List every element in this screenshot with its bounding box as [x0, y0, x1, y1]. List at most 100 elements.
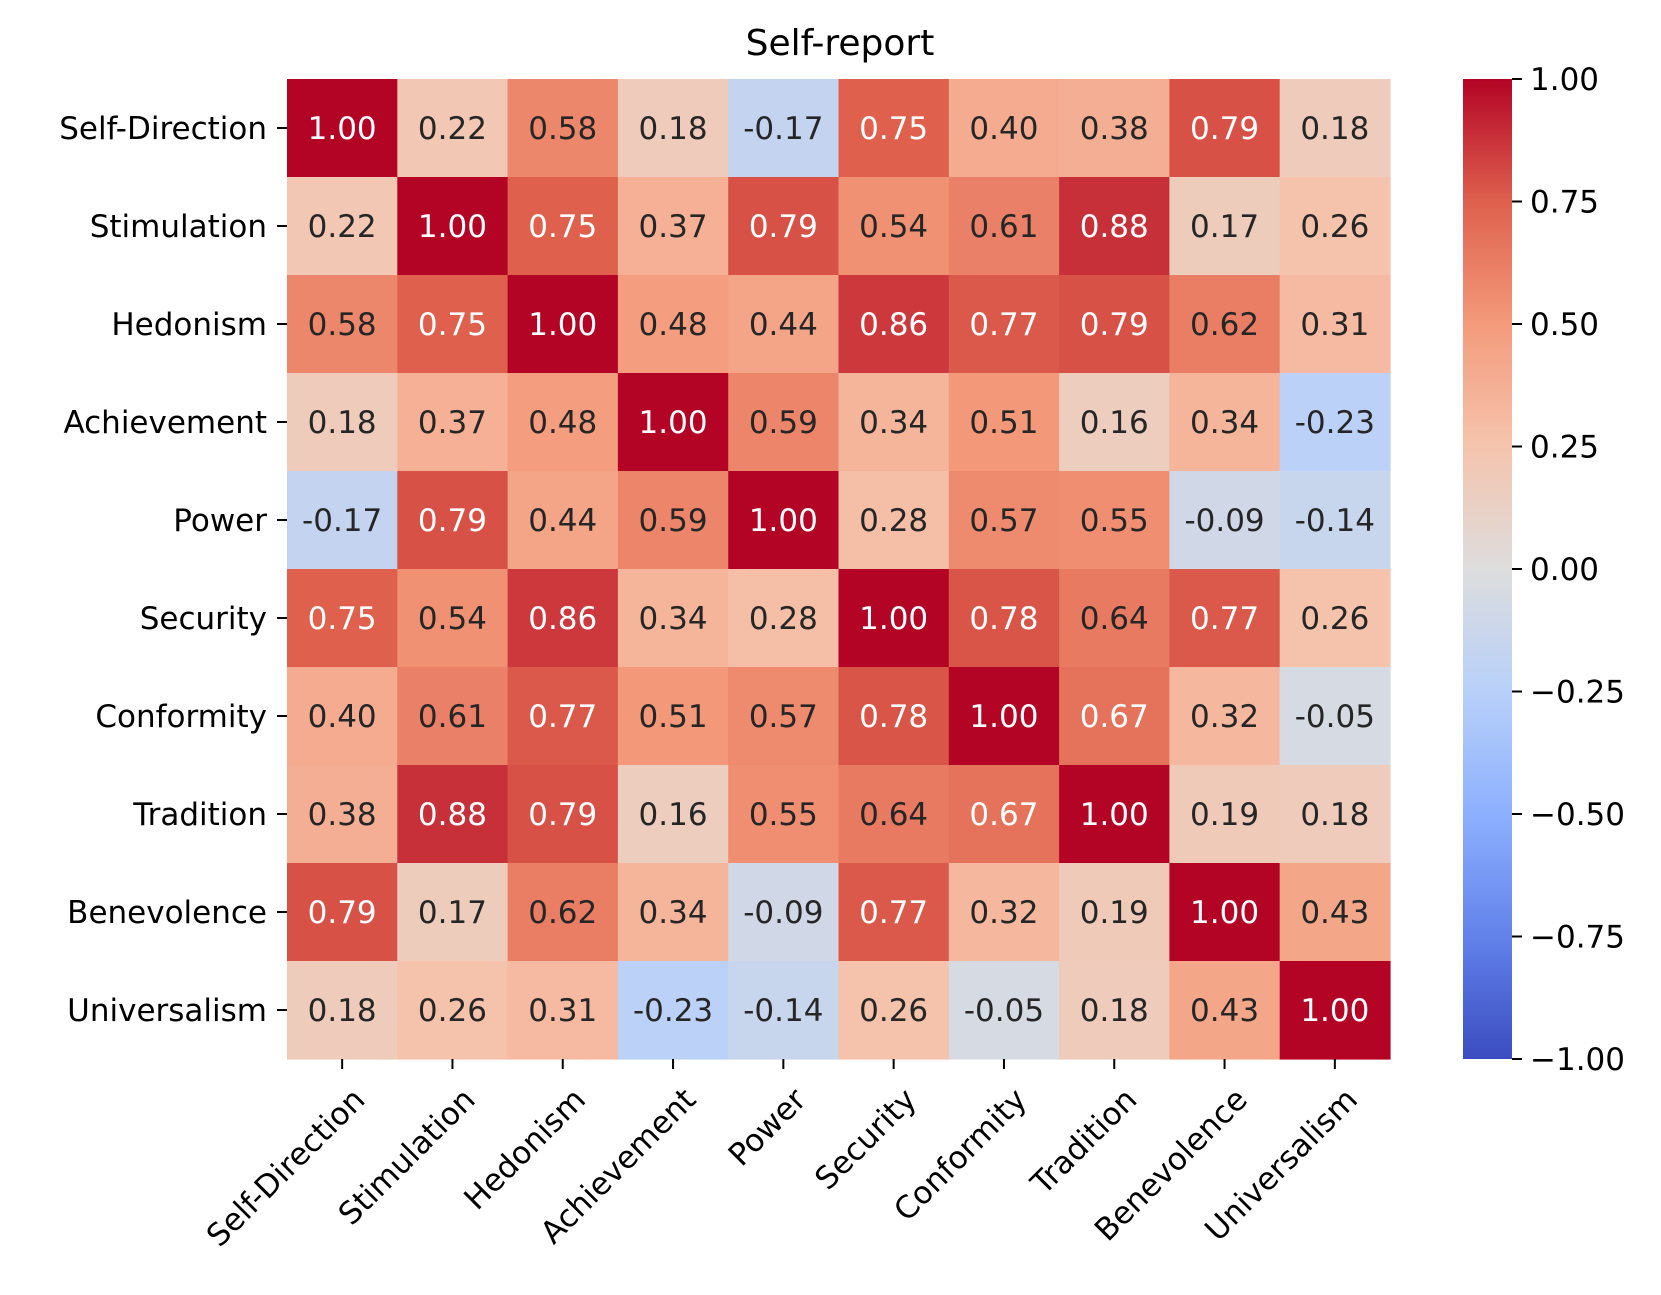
cell-annotation: 0.61 — [418, 699, 487, 735]
y-tick-label: Hedonism — [111, 307, 267, 343]
cell-annotation: -0.17 — [743, 111, 823, 147]
heatmap-cell — [728, 569, 840, 668]
heatmap-cell — [287, 667, 398, 766]
y-axis-labels: Self-Direction Stimulation Hedonism Achieve… — [59, 111, 287, 1029]
heatmap-cell — [617, 471, 729, 570]
cell-annotation: 0.54 — [418, 601, 487, 637]
heatmap-cell — [728, 79, 840, 178]
cell-annotation: 1.00 — [1300, 993, 1369, 1029]
cell-annotation: 1.00 — [528, 307, 597, 343]
heatmap-cell — [1169, 667, 1281, 766]
heatmap-cell — [838, 961, 950, 1060]
heatmap-cell — [507, 961, 619, 1060]
cell-annotation: 0.19 — [1080, 895, 1149, 931]
heatmap-cell — [838, 667, 950, 766]
cell-annotation: 0.18 — [1300, 797, 1369, 833]
heatmap-cell — [397, 765, 509, 864]
cell-annotation: 0.78 — [969, 601, 1038, 637]
cell-annotation: 0.26 — [859, 993, 928, 1029]
cell-annotation: 0.67 — [1080, 699, 1149, 735]
cell-annotation: 0.31 — [1300, 307, 1369, 343]
cell-annotation: 0.61 — [969, 209, 1038, 245]
heatmap-cell — [1059, 79, 1170, 178]
heatmap-cell — [397, 863, 509, 962]
cell-annotation: 0.58 — [308, 307, 377, 343]
heatmap-cell — [617, 79, 729, 178]
cell-annotation: 0.16 — [1080, 405, 1149, 441]
heatmap-cell — [838, 79, 950, 178]
y-tick-label: Stimulation — [90, 209, 267, 245]
heatmap-cell — [728, 765, 840, 864]
heatmap-cell — [1059, 863, 1170, 962]
heatmap-cell — [948, 667, 1060, 766]
cell-annotation: 0.77 — [859, 895, 928, 931]
heatmap-cell — [948, 569, 1060, 668]
heatmap-cell — [1059, 569, 1170, 668]
heatmap-cell — [617, 961, 729, 1060]
cell-annotation: 0.54 — [859, 209, 928, 245]
cell-annotation: 0.22 — [308, 209, 377, 245]
x-axis-labels: Self-DirectionStimulationHedonismAchieve… — [200, 1059, 1365, 1254]
cell-annotation: 0.58 — [528, 111, 597, 147]
cell-annotation: 0.48 — [639, 307, 708, 343]
cell-annotation: 0.26 — [418, 993, 487, 1029]
cell-annotation: 0.59 — [639, 503, 708, 539]
heatmap-cell — [397, 667, 509, 766]
cell-annotation: -0.09 — [743, 895, 823, 931]
cell-annotation: 0.55 — [749, 797, 818, 833]
heatmap-cell — [948, 275, 1060, 374]
colorbar-tick-label: −1.00 — [1530, 1042, 1625, 1078]
cell-annotation: 0.44 — [749, 307, 818, 343]
cell-annotation: 0.62 — [528, 895, 597, 931]
heatmap-cell — [948, 765, 1060, 864]
heatmap-cell — [1059, 471, 1170, 570]
cell-annotation: 0.67 — [969, 797, 1038, 833]
heatmap-cell — [838, 569, 950, 668]
heatmap-cell — [507, 667, 619, 766]
cell-annotation: 0.43 — [1300, 895, 1369, 931]
cell-annotation: 0.88 — [1080, 209, 1149, 245]
heatmap-cell — [287, 961, 398, 1060]
heatmap-cell — [397, 79, 509, 178]
cell-annotation: 0.16 — [639, 797, 708, 833]
y-tick-label: Universalism — [67, 993, 267, 1029]
cell-annotation: 0.18 — [1300, 111, 1369, 147]
heatmap-cell — [617, 863, 729, 962]
cell-annotation: 1.00 — [969, 699, 1038, 735]
heatmap-cell — [287, 765, 398, 864]
heatmap-cell — [1059, 765, 1170, 864]
heatmap-cell — [838, 373, 950, 472]
heatmap-cell — [507, 765, 619, 864]
cell-annotation: 1.00 — [859, 601, 928, 637]
heatmap-cell — [507, 275, 619, 374]
cell-annotation: 0.18 — [639, 111, 708, 147]
heatmap-cell — [728, 471, 840, 570]
cell-annotation: 0.18 — [1080, 993, 1149, 1029]
cell-annotation: 0.34 — [639, 601, 708, 637]
colorbar-tick-label: 1.00 — [1530, 62, 1599, 98]
cell-annotation: 0.40 — [969, 111, 1038, 147]
cell-annotation: 0.79 — [418, 503, 487, 539]
heatmap-cell — [507, 471, 619, 570]
cell-annotation: 0.38 — [1080, 111, 1149, 147]
colorbar-gradient — [1463, 79, 1512, 1059]
heatmap-cell — [507, 373, 619, 472]
heatmap-cell — [838, 275, 950, 374]
heatmap-cell — [1169, 373, 1281, 472]
heatmap-cell — [1169, 79, 1281, 178]
cell-annotation: 0.34 — [639, 895, 708, 931]
cell-annotation: 0.75 — [418, 307, 487, 343]
cell-annotation: 0.79 — [1190, 111, 1259, 147]
heatmap-cell — [1169, 863, 1281, 962]
heatmap-cell — [1059, 177, 1170, 276]
heatmap-cell — [728, 961, 840, 1060]
heatmap-cell — [1279, 471, 1391, 570]
colorbar-tick-label: 0.25 — [1530, 430, 1599, 466]
cell-annotation: -0.14 — [743, 993, 823, 1029]
cell-annotation: 0.57 — [969, 503, 1038, 539]
heatmap-cell — [397, 177, 509, 276]
heatmap-cell — [507, 863, 619, 962]
y-tick-label: Tradition — [132, 797, 267, 833]
heatmap-cell — [1279, 79, 1391, 178]
